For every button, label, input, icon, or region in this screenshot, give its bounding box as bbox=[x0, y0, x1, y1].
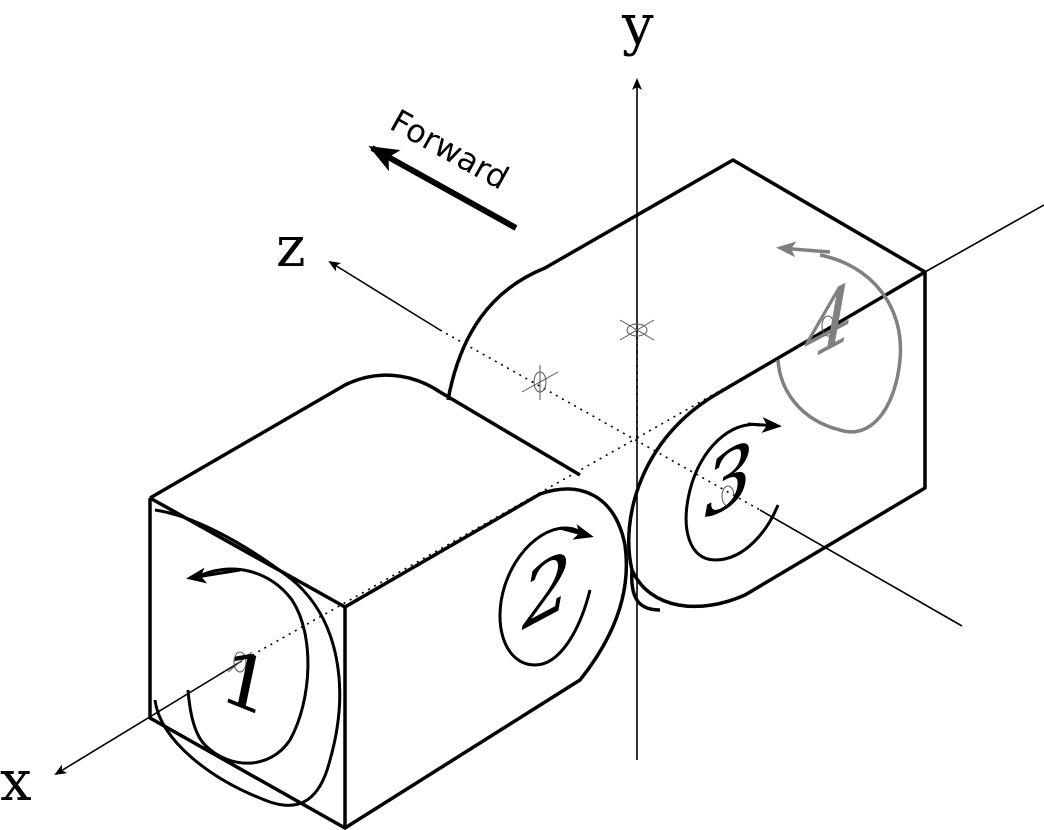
front-body-top-back-edge bbox=[149, 373, 581, 500]
rotor-3-axis-extension bbox=[759, 509, 963, 627]
x-axis-line bbox=[54, 661, 241, 776]
rear-body-bottom-edge bbox=[630, 569, 661, 612]
z-axis-label: z bbox=[276, 215, 306, 280]
rear-body-outline bbox=[446, 158, 927, 609]
rotor-3-arc bbox=[684, 422, 780, 562]
rotor-4-number: 4 bbox=[804, 264, 855, 382]
z-axis-hidden bbox=[439, 329, 761, 511]
rotor-4-arc bbox=[776, 253, 903, 434]
rotor-2-arc bbox=[498, 526, 592, 667]
rear-axis-extension bbox=[924, 204, 1044, 273]
rotor-1-housing bbox=[153, 508, 342, 807]
z-axis-line bbox=[328, 260, 441, 331]
rotor-3-arrow-icon bbox=[747, 416, 782, 433]
forward-label: Forward bbox=[384, 102, 515, 198]
rotor-2-number: 2 bbox=[521, 532, 572, 650]
x-axis-hidden bbox=[239, 437, 638, 663]
axes bbox=[54, 78, 1044, 776]
rotor-1-arrow-icon bbox=[186, 567, 241, 584]
y-axis-label: y bbox=[621, 0, 654, 58]
rotor-1-arc bbox=[186, 567, 310, 765]
rotor-4-arrow-icon bbox=[776, 241, 831, 258]
hub-marks bbox=[227, 315, 835, 673]
forward-arrow-icon bbox=[368, 145, 518, 231]
x-axis-label: x bbox=[0, 749, 32, 814]
rotor-2-arrow-icon bbox=[559, 524, 594, 540]
front-body bbox=[148, 373, 629, 830]
front-body-right-face bbox=[344, 487, 629, 830]
rear-body bbox=[446, 158, 927, 612]
rotor-1-number: 1 bbox=[222, 629, 272, 739]
rotor-3-number: 3 bbox=[704, 422, 754, 539]
